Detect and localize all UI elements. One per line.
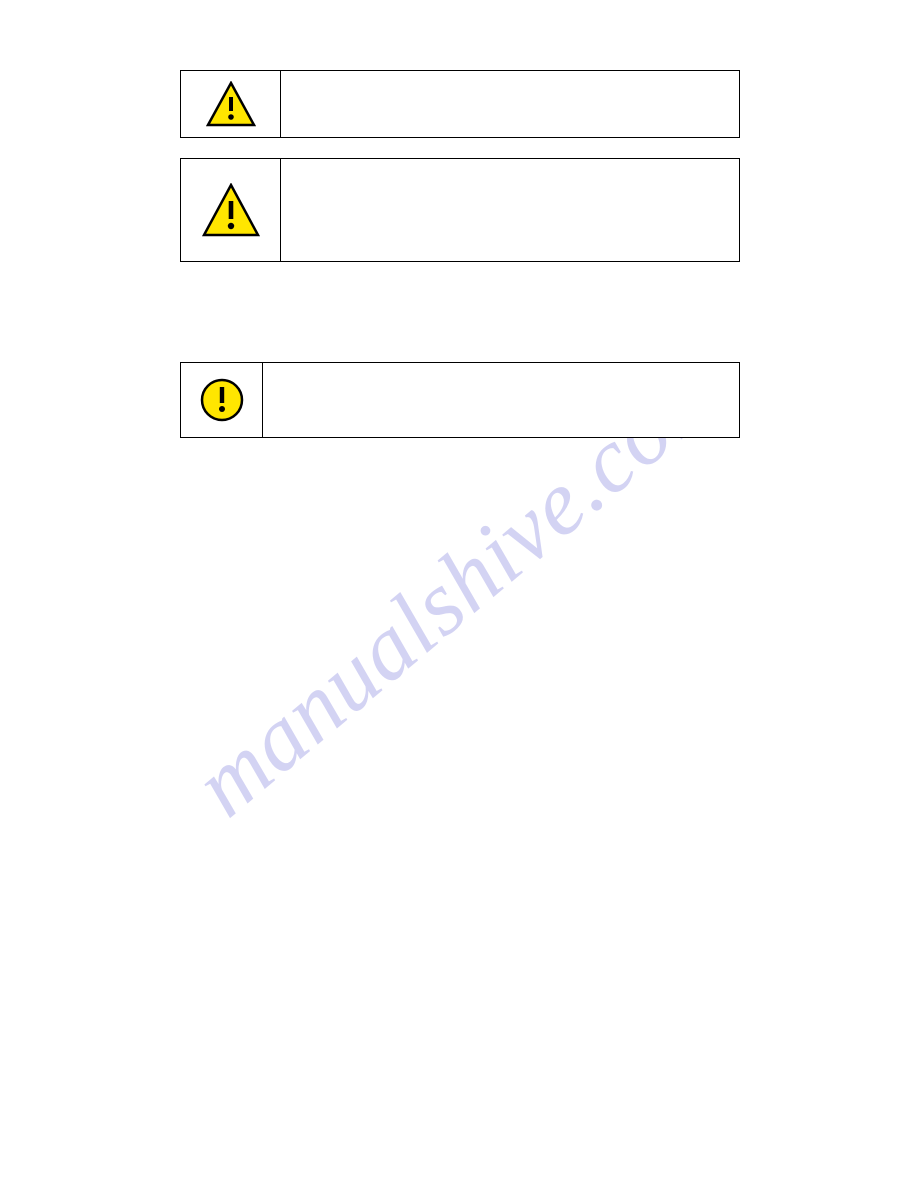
notice-circle-icon xyxy=(199,377,245,423)
warning-box-1 xyxy=(180,70,740,138)
notice-box-1 xyxy=(180,362,740,438)
warning-triangle-icon xyxy=(202,183,260,237)
content-area xyxy=(180,70,740,458)
vertical-gap xyxy=(180,282,740,362)
page: manualshive.com xyxy=(0,0,918,1188)
warning-box-2-icon-cell xyxy=(181,159,281,261)
warning-box-1-text xyxy=(281,71,739,137)
warning-box-2-text xyxy=(281,159,739,261)
warning-triangle-icon xyxy=(206,81,256,127)
warning-box-1-icon-cell xyxy=(181,71,281,137)
warning-box-2 xyxy=(180,158,740,262)
notice-box-1-text xyxy=(263,363,739,437)
notice-box-1-icon-cell xyxy=(181,363,263,437)
